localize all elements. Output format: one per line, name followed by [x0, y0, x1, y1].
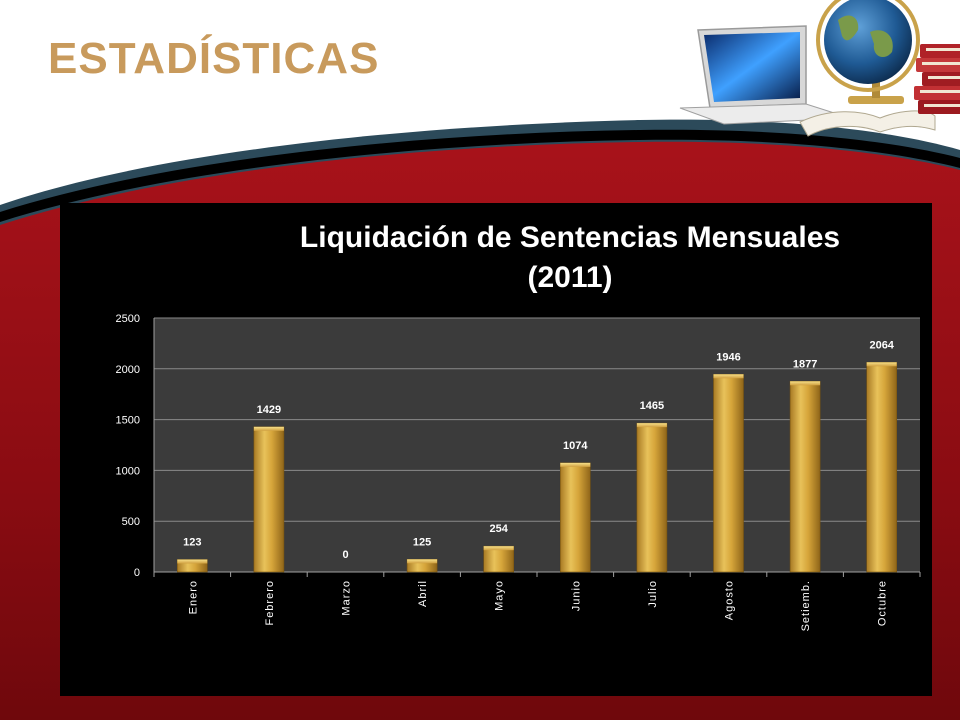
x-tick-label: Marzo	[341, 580, 353, 616]
bar-top	[177, 559, 208, 564]
x-tick-label: Setiemb.	[800, 580, 812, 631]
bar-top	[636, 423, 667, 428]
bar	[636, 422, 668, 573]
open-book-icon	[799, 110, 936, 137]
data-label: 2064	[869, 339, 894, 351]
bar-top	[407, 559, 438, 564]
y-tick-label: 2500	[116, 313, 140, 325]
x-tick-label: Agosto	[724, 580, 736, 620]
data-label: 1877	[793, 358, 817, 370]
x-tick-label: Julio	[647, 580, 659, 608]
globe-icon	[816, 0, 920, 104]
data-label: 123	[183, 537, 201, 549]
slide-title: ESTADÍSTICAS	[48, 34, 380, 83]
black-swoosh-edge	[0, 129, 960, 222]
bar-top	[790, 381, 821, 386]
x-tick-label: Mayo	[494, 580, 506, 611]
y-tick-label: 1500	[116, 415, 140, 427]
bar-top	[253, 426, 284, 431]
x-tick-label: Octubre	[877, 580, 889, 626]
bar	[253, 426, 285, 573]
y-tick-label: 0	[134, 567, 140, 579]
bar	[713, 373, 744, 573]
data-label: 125	[413, 536, 431, 548]
x-tick-label: Abril	[417, 580, 429, 607]
x-tick-label: Enero	[187, 580, 199, 614]
data-label: 0	[342, 549, 348, 561]
y-tick-label: 500	[122, 516, 140, 528]
data-label: 1074	[563, 440, 588, 452]
bar	[789, 380, 821, 573]
y-tick-label: 1000	[116, 465, 140, 477]
bar-top	[483, 546, 514, 551]
bar	[866, 361, 898, 573]
laptop-icon	[679, 25, 851, 125]
books-icon	[914, 44, 960, 114]
bar	[559, 462, 591, 573]
bar-top	[713, 374, 744, 379]
chart-layer: 0 500 1000 1500 2000 2500 123 Enero 1429 Febrero 0…	[116, 313, 921, 631]
data-label: 1946	[716, 351, 740, 363]
data-label: 1429	[257, 404, 281, 416]
data-label: 254	[490, 523, 509, 535]
bar-top	[866, 362, 897, 367]
x-tick-label: Febrero	[264, 580, 276, 626]
y-tick-label: 2000	[116, 364, 140, 376]
x-tick-label: Junio	[570, 580, 582, 611]
data-label: 1465	[640, 400, 664, 412]
bar-top	[560, 462, 591, 467]
bar	[483, 545, 515, 573]
